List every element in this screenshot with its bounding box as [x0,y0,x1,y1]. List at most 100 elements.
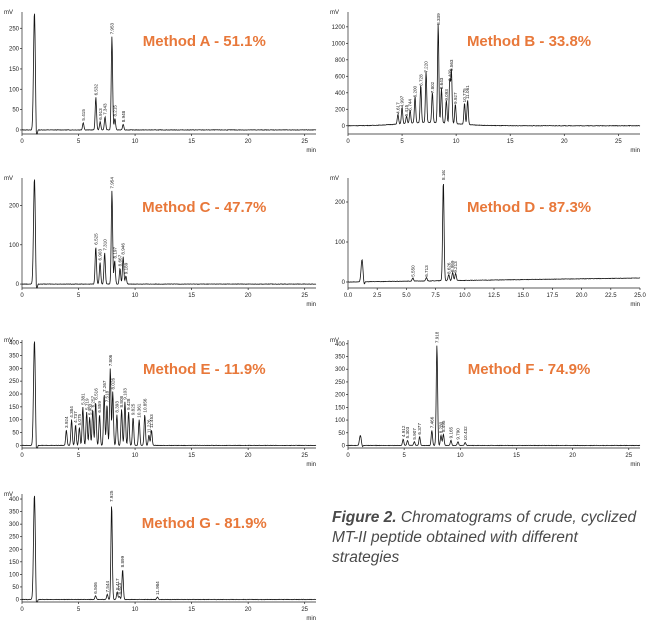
chromatogram-method-g: 0 50 100 150 200 250 300 350 400 0 5 10 15 20 25 mV min 6… [2,486,322,622]
chromatogram-trace [347,24,641,127]
y-tick-label: 50 [338,431,345,437]
x-axis-unit: min [306,302,316,308]
peak-label: 7.918 [435,332,440,343]
peak-label: 10.856 [142,398,147,412]
y-tick-label: 100 [335,240,346,246]
chromatogram-trace [21,13,317,135]
peak-label: 4.617 [396,102,401,114]
peak-label: 6.713 [424,265,429,277]
peak-label: 7.544 [105,581,110,593]
chromatogram-trace [347,345,641,448]
y-tick-label: 250 [9,26,20,32]
x-tick-label: 15 [188,293,195,299]
y-axis-unit: mV [4,492,13,498]
peak-label: 9.927 [453,92,458,104]
peak-label: 6.532 [93,83,98,95]
y-tick-label: 100 [335,418,346,424]
peak-label: 8.643 [439,77,444,89]
y-axis-unit: mV [330,338,339,344]
peak-label: 5.415 [81,109,86,121]
x-tick-label: 25 [301,453,308,459]
peak-label: 5.983 [87,403,92,415]
peak-label: 11.453 [149,414,154,428]
chart-svg: 0 50 100 150 200 250 300 350 400 0 5 10 15 20 25 mV min 4… [330,332,641,468]
y-tick-label: 250 [335,380,346,386]
peak-label: 5.415 [404,104,409,116]
peak-label: 5.075 [77,413,82,425]
x-axis-unit: min [630,302,640,308]
peak-label: 9.409 [447,69,452,81]
y-tick-label: 200 [9,204,20,210]
peak-label: 5.907 [412,428,417,440]
peak-label: 4.384 [69,406,74,418]
x-tick-label: 22.5 [605,293,617,299]
peak-label: 4.737 [73,411,78,423]
peak-label: 6.525 [93,233,98,245]
peak-label: 10.775 [462,88,467,102]
peak-label: 11.061 [465,85,470,99]
method-title: Method E - 11.9% [143,361,266,378]
peak-label: 6.728 [418,74,423,86]
peak-label: 6.859 [97,401,102,413]
y-tick-label: 200 [335,200,346,206]
method-title: Method B - 33.8% [467,33,591,50]
peak-label: 6.257 [90,395,95,407]
x-tick-label: 10 [132,293,139,299]
x-tick-label: 0 [20,293,24,299]
peak-label: 9.790 [456,428,461,440]
x-tick-label: 20 [245,293,252,299]
peak-label: 5.303 [405,426,410,438]
y-tick-label: 100 [9,418,20,424]
peak-label: 8.495 [441,420,446,432]
peak-label: 11.984 [155,581,160,595]
chart-svg: 0 50 100 150 200 250 300 350 400 0 5 10 15 20 25 mV min 3… [4,338,317,468]
x-tick-label: 15 [188,139,195,145]
y-tick-label: 300 [9,522,20,528]
x-tick-label: 15 [188,453,195,459]
y-tick-label: 0 [16,282,20,288]
x-tick-label: 12.5 [488,293,500,299]
peak-label: 8.959 [450,260,455,272]
y-tick-label: 150 [9,405,20,411]
caption-label: Figure 2. [332,509,397,526]
y-tick-label: 400 [335,342,346,348]
y-tick-label: 200 [335,393,346,399]
y-tick-label: 0 [342,124,346,130]
peak-label: 6.903 [98,249,103,261]
x-tick-label: 20 [569,453,576,459]
peak-label: 6.516 [93,388,98,400]
x-axis-unit: min [306,462,316,468]
peak-label: 5.744 [408,99,413,111]
x-tick-label: 0 [20,139,24,145]
peak-label: 8.215 [112,105,117,117]
x-tick-label: 10 [132,139,139,145]
y-tick-label: 0 [16,597,20,603]
x-axis-unit: min [306,148,316,154]
y-tick-label: 100 [9,243,20,249]
y-axis-unit: mV [4,176,13,182]
peak-label: 8.339 [436,13,441,25]
y-tick-label: 350 [335,355,346,361]
peak-label: 8.026 [110,377,115,389]
y-tick-label: 300 [335,367,346,373]
peak-label: 5.719 [84,398,89,410]
x-tick-label: 20 [561,139,568,145]
peak-label: 8.946 [121,243,126,255]
peak-label: 11.226 [147,419,152,433]
method-title: Method F - 74.9% [468,361,591,378]
x-tick-label: 20 [245,139,252,145]
x-tick-label: 20 [245,607,252,613]
y-axis-unit: mV [4,10,13,16]
chart-svg: 0 200 400 600 800 1000 1200 0 5 10 15 20 25 mV min 4.61… [330,10,641,154]
y-tick-label: 400 [9,497,20,503]
peak-label: 7.518 [105,390,110,402]
y-tick-label: 300 [9,366,20,372]
y-tick-label: 400 [335,91,346,97]
peak-label: 7.953 [110,22,115,34]
caption-text: Chromatograms of crude, cyclized MT-II p… [332,509,637,566]
x-tick-label: 5.0 [402,293,411,299]
peak-label: 8.197 [112,247,117,259]
x-tick-label: 10 [453,139,460,145]
x-tick-label: 25 [625,453,632,459]
x-tick-label: 25.0 [634,293,646,299]
